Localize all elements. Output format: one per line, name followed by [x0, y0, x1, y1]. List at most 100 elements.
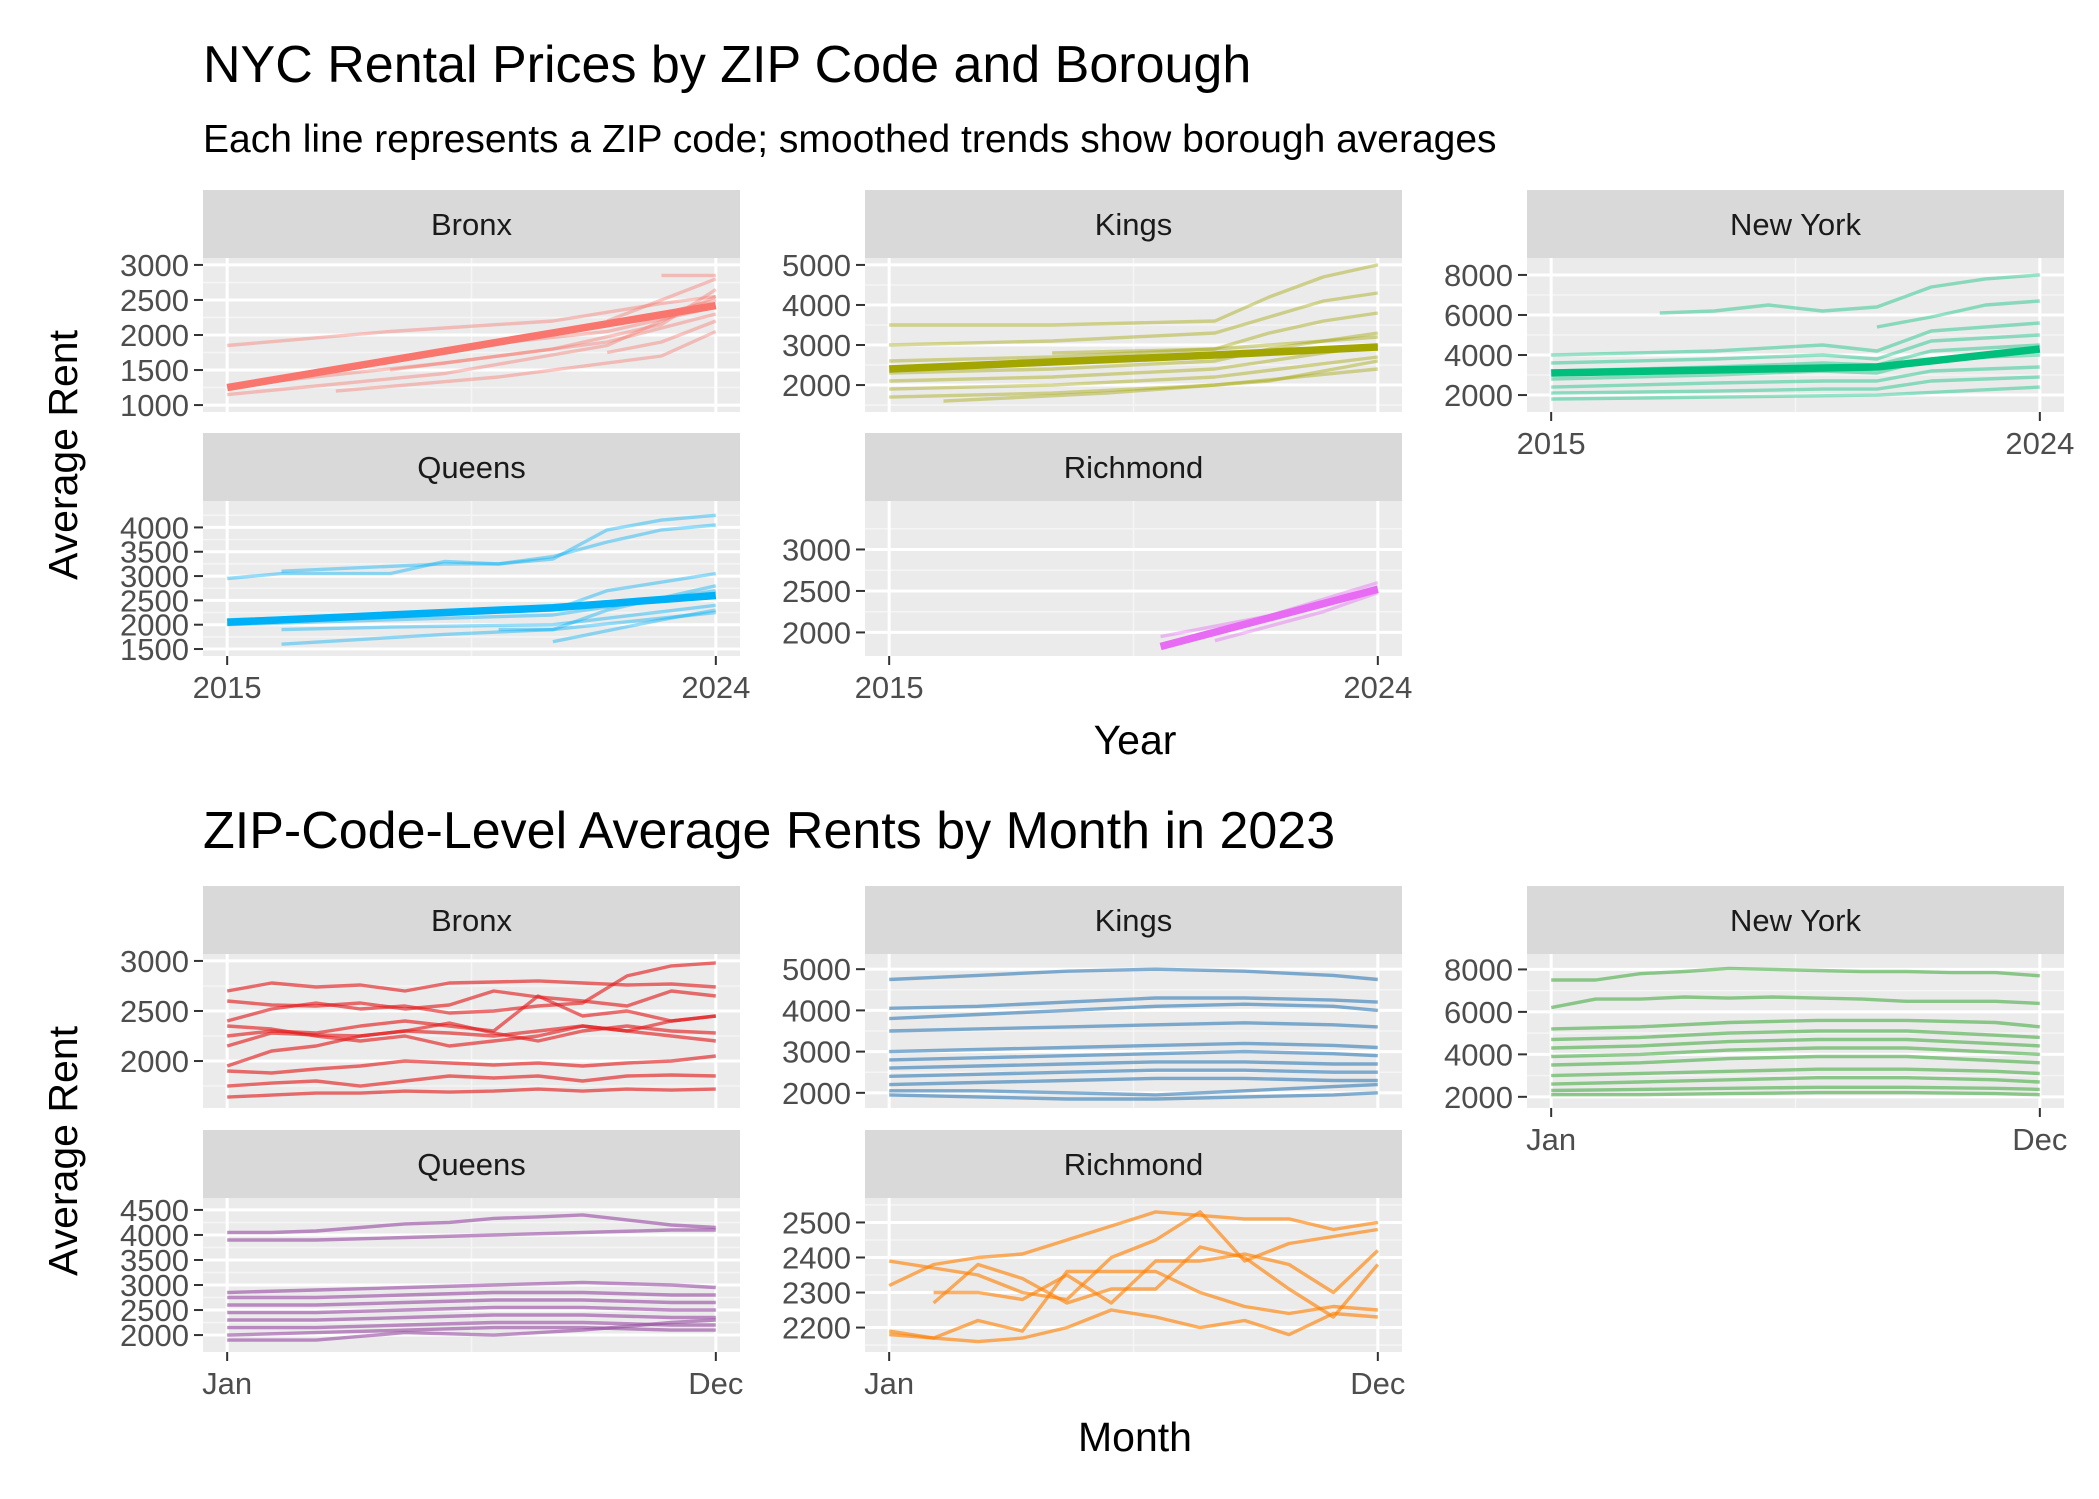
x-tick-label: Jan — [864, 1366, 914, 1401]
series-line-9 — [227, 1325, 716, 1337]
y-tick-label: 6000 — [1444, 298, 1513, 333]
y-tick-label: 3000 — [782, 532, 851, 567]
y-tick-label: 6000 — [1444, 995, 1513, 1030]
facet-strip-label: Richmond — [1064, 1147, 1204, 1182]
series-line-3 — [889, 1002, 1378, 1021]
series-line-7 — [1551, 365, 2040, 389]
y-tick-label: 3000 — [782, 328, 851, 363]
facet-yearly-new-york: New York 2000 4000 6000 8000 2015 2024 — [1444, 190, 2074, 461]
facet-strip — [203, 190, 740, 258]
facet-strip — [203, 1130, 740, 1198]
y-tick-label: 2000 — [120, 1318, 189, 1353]
facet-strip-label: Richmond — [1064, 450, 1204, 485]
y-tick-label: 4500 — [120, 1193, 189, 1228]
series-line-8 — [227, 1320, 716, 1330]
y-tick-label: 2500 — [120, 1293, 189, 1328]
series-line-5 — [227, 1298, 716, 1307]
trend-line — [227, 591, 717, 627]
series-line-10 — [227, 1318, 716, 1342]
trend-line — [889, 343, 1378, 373]
facet-strip — [865, 433, 1402, 501]
facet-grid-top: Bronx10001500200025003000Kings2000300040… — [120, 190, 2074, 705]
series-line-6 — [889, 355, 1379, 391]
y-tick-label: 3500 — [120, 535, 189, 570]
facet-yearly-richmond: Richmond 2000 2500 3000 2015 2024 — [782, 433, 1412, 705]
series-line-5 — [889, 343, 1379, 383]
series-line-2 — [227, 1228, 716, 1242]
series-line-4 — [889, 331, 1379, 375]
series-line-2 — [227, 294, 717, 397]
series-line-10 — [227, 1014, 716, 1048]
y-tick-label: 2500 — [782, 574, 851, 609]
x-tick-label: 2024 — [1343, 670, 1412, 705]
y-tick-label: 2500 — [120, 283, 189, 318]
y-tick-label: 4000 — [120, 1218, 189, 1253]
series-line-4 — [889, 1021, 1378, 1033]
facet-strip-label: Queens — [417, 1147, 526, 1182]
series-line-6 — [226, 1021, 716, 1068]
series-group — [888, 1210, 1380, 1344]
y-tick-label: 2000 — [120, 608, 189, 643]
y-tick-label: 2500 — [120, 994, 189, 1029]
y-tick-label: 3000 — [120, 559, 189, 594]
series-line-3 — [888, 1308, 1378, 1344]
facet-strip-label: New York — [1730, 207, 1861, 242]
y-tick-label: 4000 — [782, 993, 851, 1028]
series-group — [889, 967, 1378, 1101]
series-group — [889, 263, 1379, 403]
series-line-1 — [227, 294, 717, 348]
series-line-10 — [606, 277, 717, 323]
y-tick-label: 2200 — [782, 1311, 851, 1346]
y-tick-label: 2300 — [782, 1276, 851, 1311]
series-line-11 — [889, 1091, 1378, 1101]
y-axis-title-top: Average Rent — [40, 329, 86, 580]
series-line-9 — [1052, 335, 1378, 355]
x-tick-label: 2015 — [1517, 426, 1586, 461]
series-group — [226, 961, 716, 1099]
series-line-7 — [227, 1054, 716, 1075]
facet-grid-bottom: Bronx200025003000Kings2000300040005000Ne… — [120, 886, 2067, 1401]
facet-yearly-kings: Kings 2000 3000 4000 5000 — [782, 190, 1402, 412]
facet-strip-label: Kings — [1095, 903, 1173, 938]
y-tick-label: 8000 — [1444, 952, 1513, 987]
x-tick-label: 2024 — [2005, 426, 2074, 461]
x-axis-title-bottom: Month — [1078, 1414, 1192, 1460]
y-tick-label: 2400 — [782, 1240, 851, 1275]
series-line-2 — [889, 996, 1378, 1010]
facet-monthly-new-york: New York 2000 4000 6000 8000 Jan Dec — [1444, 886, 2067, 1157]
series-line-9 — [1551, 1075, 2040, 1086]
series-line-2 — [227, 989, 716, 1011]
y-tick-label: 1500 — [120, 353, 189, 388]
series-line-8 — [552, 608, 717, 644]
series-line-9 — [889, 1076, 1378, 1087]
chart-subtitle-top: Each line represents a ZIP code; smoothe… — [203, 118, 1497, 161]
series-line-4 — [933, 1249, 1379, 1305]
series-line-2 — [1550, 995, 2040, 1010]
series-line-3 — [889, 311, 1379, 363]
chart-title-top: NYC Rental Prices by ZIP Code and Boroug… — [203, 36, 1251, 94]
series-line-10 — [1551, 1085, 2040, 1093]
series-line-3 — [1551, 1018, 2040, 1031]
series-line-2 — [889, 291, 1379, 347]
y-tick-label: 2500 — [782, 1205, 851, 1240]
series-group — [1550, 966, 2040, 1097]
series-line-2 — [1876, 299, 2040, 329]
x-tick-label: Dec — [2012, 1122, 2067, 1157]
series-line-7 — [889, 1060, 1378, 1070]
series-line-8 — [1551, 375, 2040, 395]
series-line-5 — [281, 603, 717, 632]
series-line-8 — [606, 319, 717, 355]
x-tick-label: Jan — [202, 1366, 252, 1401]
y-tick-label: 5000 — [782, 952, 851, 987]
series-line-5 — [1551, 1037, 2040, 1050]
chart-title-bottom: ZIP-Code-Level Average Rents by Month in… — [203, 802, 1335, 860]
y-tick-label: 1500 — [120, 632, 189, 667]
series-line-3 — [1551, 321, 2040, 357]
y-tick-label: 8000 — [1444, 258, 1513, 293]
series-line-8 — [889, 1068, 1378, 1078]
facet-strip — [203, 433, 740, 501]
y-tick-label: 4000 — [1444, 1037, 1513, 1072]
y-tick-label: 4000 — [1444, 338, 1513, 373]
series-line-2 — [1214, 590, 1379, 643]
